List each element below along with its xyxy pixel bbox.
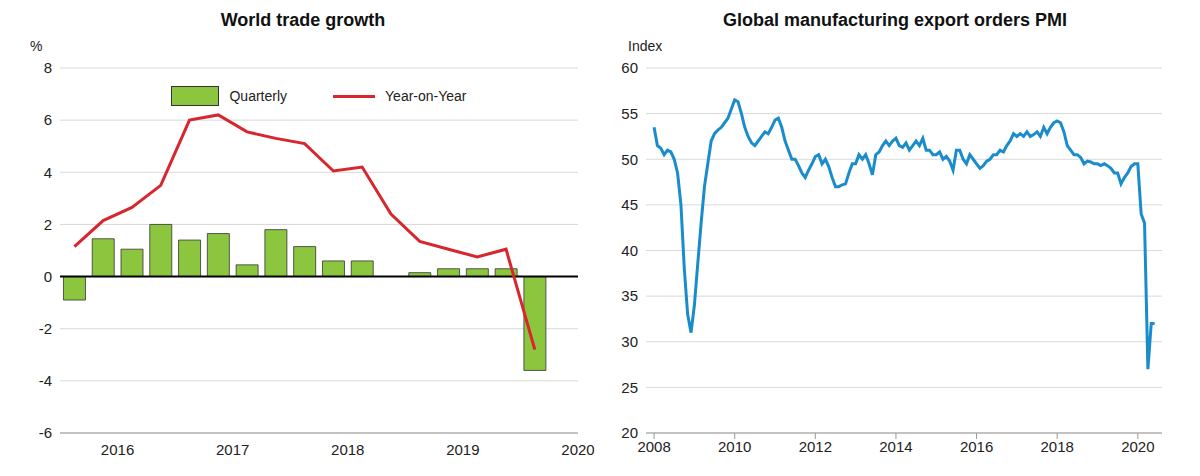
svg-text:35: 35	[621, 287, 638, 304]
svg-text:2008: 2008	[637, 438, 670, 455]
svg-text:60: 60	[621, 59, 638, 76]
svg-text:2017: 2017	[216, 441, 249, 458]
svg-text:40: 40	[621, 242, 638, 259]
svg-text:2: 2	[44, 216, 52, 233]
svg-text:20: 20	[621, 424, 638, 441]
html-text:Year-on-Year: Year-on-Year	[385, 88, 467, 104]
svg-text:4: 4	[44, 164, 52, 181]
html-text:Quarterly: Quarterly	[229, 88, 287, 104]
svg-text:2016: 2016	[101, 441, 134, 458]
svg-text:2014: 2014	[879, 438, 912, 455]
svg-text:2016: 2016	[960, 438, 993, 455]
svg-text:-6: -6	[39, 424, 52, 441]
html-text:Global manufacturing export or: Global manufacturing export orders PMI	[723, 10, 1067, 30]
svg-text:2020: 2020	[1121, 438, 1154, 455]
svg-text:6: 6	[44, 111, 52, 128]
svg-text:8: 8	[44, 59, 52, 76]
svg-text:2012: 2012	[799, 438, 832, 455]
svg-text:2019: 2019	[446, 441, 479, 458]
svg-text:2018: 2018	[1041, 438, 1074, 455]
svg-text:45: 45	[621, 196, 638, 213]
svg-text:2020: 2020	[561, 441, 594, 458]
html-text:World trade growth: World trade growth	[220, 10, 386, 30]
svg-text:2018: 2018	[331, 441, 364, 458]
svg-text:25: 25	[621, 379, 638, 396]
svg-text:55: 55	[621, 105, 638, 122]
svg-text:2010: 2010	[718, 438, 751, 455]
svg-text:50: 50	[621, 151, 638, 168]
svg-text:-2: -2	[39, 320, 52, 337]
html-text:Index: Index	[628, 38, 663, 54]
svg-text:-4: -4	[39, 372, 52, 389]
svg-text:0: 0	[44, 268, 52, 285]
svg-text:30: 30	[621, 333, 638, 350]
